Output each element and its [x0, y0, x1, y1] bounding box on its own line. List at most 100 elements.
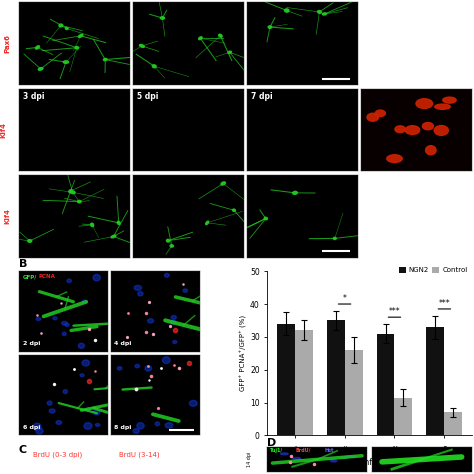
- Ellipse shape: [318, 10, 321, 13]
- Ellipse shape: [155, 422, 160, 426]
- Text: Hst: Hst: [324, 448, 334, 453]
- Text: BrdU (3-14): BrdU (3-14): [118, 451, 159, 458]
- Ellipse shape: [322, 13, 327, 15]
- Ellipse shape: [78, 343, 84, 348]
- Ellipse shape: [134, 285, 142, 291]
- Text: BrdU (0-3 dpi): BrdU (0-3 dpi): [34, 451, 82, 458]
- Ellipse shape: [173, 340, 177, 344]
- Ellipse shape: [49, 409, 55, 413]
- Ellipse shape: [36, 318, 41, 320]
- Ellipse shape: [219, 34, 222, 37]
- Text: *: *: [343, 294, 346, 303]
- Text: Klf4: Klf4: [5, 208, 11, 224]
- Ellipse shape: [65, 27, 68, 29]
- Ellipse shape: [33, 423, 41, 430]
- Ellipse shape: [64, 61, 69, 64]
- Bar: [427, 327, 445, 436]
- Text: ***: ***: [438, 299, 450, 308]
- Ellipse shape: [138, 292, 143, 296]
- Legend: NGN2, Control: NGN2, Control: [398, 266, 468, 274]
- Ellipse shape: [367, 113, 379, 121]
- Ellipse shape: [292, 457, 301, 460]
- Ellipse shape: [82, 360, 90, 366]
- Ellipse shape: [86, 408, 91, 411]
- Ellipse shape: [206, 221, 209, 225]
- Ellipse shape: [166, 239, 170, 242]
- Ellipse shape: [221, 182, 226, 185]
- Ellipse shape: [135, 365, 139, 368]
- Ellipse shape: [145, 366, 152, 371]
- Ellipse shape: [80, 374, 84, 377]
- Ellipse shape: [163, 357, 170, 364]
- Ellipse shape: [284, 9, 289, 12]
- Ellipse shape: [426, 146, 436, 155]
- Ellipse shape: [36, 428, 43, 434]
- Ellipse shape: [160, 17, 164, 19]
- Ellipse shape: [405, 126, 420, 135]
- Ellipse shape: [93, 410, 100, 415]
- X-axis label: Days postinfection (dpi): Days postinfection (dpi): [324, 457, 416, 466]
- Ellipse shape: [103, 58, 107, 61]
- Text: C: C: [19, 445, 27, 455]
- Ellipse shape: [228, 51, 231, 54]
- Text: Pax6: Pax6: [5, 34, 11, 53]
- Text: 3 dpi: 3 dpi: [23, 92, 45, 101]
- Text: 8 dpi: 8 dpi: [114, 425, 132, 430]
- Ellipse shape: [346, 456, 356, 457]
- Ellipse shape: [268, 26, 272, 28]
- Ellipse shape: [416, 99, 433, 109]
- Ellipse shape: [82, 300, 87, 303]
- Ellipse shape: [75, 46, 79, 49]
- Text: 6 dpi: 6 dpi: [23, 425, 40, 430]
- Ellipse shape: [264, 217, 267, 220]
- Text: GFP/: GFP/: [23, 274, 37, 279]
- Ellipse shape: [133, 429, 139, 433]
- Ellipse shape: [183, 289, 188, 292]
- Ellipse shape: [170, 245, 173, 247]
- Ellipse shape: [434, 126, 448, 136]
- Ellipse shape: [38, 67, 43, 70]
- Ellipse shape: [56, 420, 62, 424]
- Ellipse shape: [84, 423, 92, 429]
- Text: BrdU/: BrdU/: [295, 448, 311, 453]
- Bar: [327, 320, 345, 436]
- Ellipse shape: [95, 424, 100, 427]
- Text: PCNA: PCNA: [39, 274, 55, 279]
- Text: ***: ***: [389, 307, 401, 316]
- Ellipse shape: [292, 191, 297, 194]
- Ellipse shape: [387, 155, 402, 163]
- Ellipse shape: [70, 191, 75, 194]
- Ellipse shape: [69, 190, 73, 192]
- Ellipse shape: [36, 46, 39, 49]
- Ellipse shape: [330, 460, 337, 462]
- Text: Klf4: Klf4: [0, 122, 7, 138]
- Text: 7 dpi: 7 dpi: [251, 92, 273, 101]
- Ellipse shape: [171, 316, 176, 319]
- Ellipse shape: [164, 273, 169, 277]
- Text: D: D: [267, 438, 277, 448]
- Ellipse shape: [77, 201, 81, 203]
- Text: 4 dpi: 4 dpi: [114, 341, 132, 346]
- Text: 14 dpi: 14 dpi: [247, 452, 252, 467]
- Ellipse shape: [67, 279, 72, 283]
- Ellipse shape: [189, 401, 197, 406]
- Ellipse shape: [165, 423, 173, 428]
- Bar: [295, 330, 313, 436]
- Text: 5 dpi: 5 dpi: [137, 92, 159, 101]
- Bar: [394, 398, 412, 436]
- Ellipse shape: [118, 366, 122, 370]
- Ellipse shape: [232, 209, 236, 211]
- Ellipse shape: [395, 126, 405, 133]
- Ellipse shape: [93, 274, 100, 281]
- Ellipse shape: [139, 45, 145, 47]
- Ellipse shape: [443, 97, 456, 103]
- Ellipse shape: [422, 122, 433, 130]
- Ellipse shape: [111, 235, 116, 238]
- Bar: [345, 350, 363, 436]
- Ellipse shape: [91, 223, 94, 227]
- Ellipse shape: [59, 24, 63, 27]
- Ellipse shape: [281, 453, 288, 455]
- Ellipse shape: [65, 323, 69, 327]
- Ellipse shape: [375, 110, 385, 117]
- Bar: [376, 334, 394, 436]
